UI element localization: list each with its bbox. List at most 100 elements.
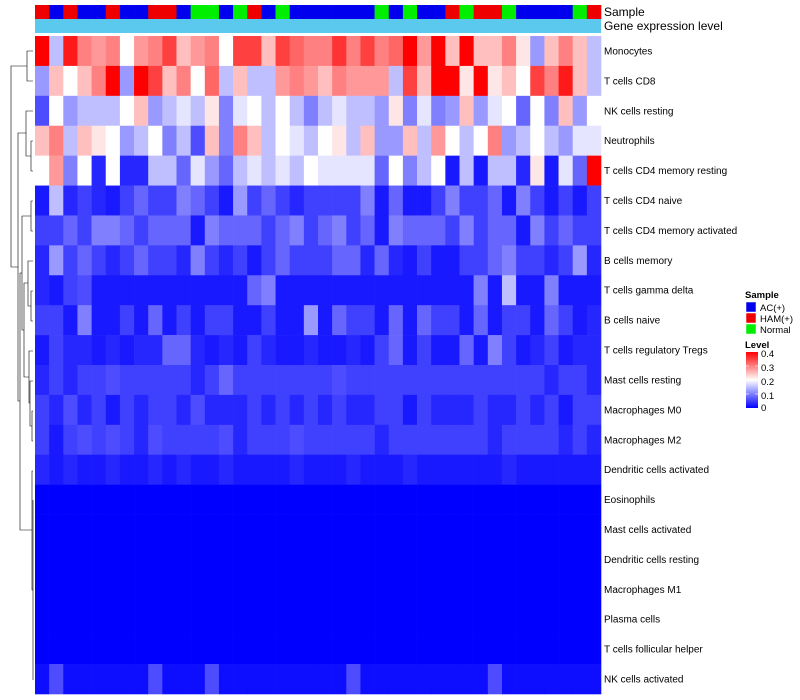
heatmap-cell [558, 454, 573, 485]
heatmap-cell [49, 155, 64, 186]
heatmap-cell [261, 514, 276, 545]
heatmap-cell [261, 36, 276, 67]
heatmap-cell [63, 155, 78, 186]
heatmap-cell [247, 604, 262, 635]
heatmap-cell [572, 394, 588, 426]
heatmap-cells [35, 36, 602, 695]
heatmap-cell [374, 95, 390, 127]
heatmap-cell [445, 245, 460, 276]
heatmap-cell [332, 544, 347, 575]
heatmap-cell [431, 65, 446, 97]
heatmap-cell [501, 65, 517, 97]
heatmap-cell [374, 424, 390, 456]
heatmap-cell [275, 95, 290, 127]
heatmap-cell [303, 664, 319, 695]
heatmap-cell [318, 185, 333, 216]
heatmap-cell [388, 604, 404, 635]
heatmap-cell [91, 394, 107, 426]
heatmap-cell [162, 544, 177, 575]
heatmap-cell [445, 125, 460, 156]
heatmap-cell [544, 305, 559, 336]
heatmap-cell [148, 65, 163, 97]
heatmap-cell [91, 125, 107, 156]
heatmap-cell [162, 514, 177, 545]
heatmap-cell [417, 185, 432, 216]
heatmap-cell [49, 634, 64, 665]
heatmap-cell [176, 544, 191, 575]
heatmap-cell [261, 394, 276, 426]
heatmap-cell [473, 275, 489, 306]
heatmap-cell [445, 36, 460, 67]
sample-cell-ac [530, 5, 545, 19]
heatmap-cell [218, 305, 234, 336]
heatmap-cell [289, 424, 305, 456]
heatmap-cell [148, 394, 163, 426]
heatmap-cell [431, 185, 446, 216]
heatmap-cell [431, 484, 446, 515]
heatmap-cell [402, 125, 418, 156]
heatmap-cell [105, 394, 121, 426]
heatmap-cell [516, 36, 531, 67]
heatmap-cell [516, 95, 531, 127]
heatmap-cell [388, 514, 404, 545]
heatmap-cell [261, 484, 276, 515]
heatmap-cell [247, 215, 262, 246]
heatmap-cell [247, 155, 262, 186]
heatmap-cell [77, 65, 92, 97]
heatmap-cell [77, 365, 92, 396]
heatmap-cell [91, 634, 107, 665]
heatmap-cell [148, 215, 163, 246]
heatmap-cell [105, 544, 121, 575]
heatmap-cell [261, 454, 276, 485]
heatmap-cell [417, 484, 432, 515]
heatmap-cell [445, 95, 460, 127]
heatmap-cell [63, 664, 78, 695]
heatmap-cell [516, 634, 531, 665]
heatmap-cell [558, 335, 573, 366]
sample-cell-ac [303, 5, 319, 19]
heatmap-cell [346, 394, 361, 426]
heatmap-cell [49, 604, 64, 635]
level-tick-label: 0 [761, 403, 766, 414]
heatmap-cell [176, 484, 191, 515]
heatmap-cell [162, 335, 177, 366]
heatmap-cell [289, 604, 305, 635]
heatmap-cell [558, 185, 573, 216]
heatmap-cell [247, 514, 262, 545]
heatmap-cell [586, 155, 602, 186]
heatmap-cell [360, 65, 375, 97]
heatmap-cell [247, 574, 262, 605]
heatmap-cell [204, 514, 220, 545]
heatmap-cell [105, 65, 121, 97]
heatmap-cell [261, 634, 276, 665]
heatmap-cell [49, 574, 64, 605]
heatmap-cell [346, 36, 361, 67]
heatmap-cell [77, 185, 92, 216]
heatmap-cell [190, 65, 206, 97]
heatmap-cell [572, 95, 588, 127]
heatmap-cell [35, 604, 50, 635]
heatmap-cell [134, 394, 149, 426]
heatmap-cell [49, 394, 64, 426]
heatmap-cell [190, 365, 206, 396]
heatmap-cell [586, 365, 602, 396]
heatmap-cell [148, 664, 163, 695]
dendrogram-branch [29, 380, 33, 427]
heatmap-cell [275, 634, 290, 665]
heatmap-cell [501, 275, 517, 306]
sample-cell-normal [572, 5, 588, 19]
heatmap-cell [204, 185, 220, 216]
heatmap-cell [487, 424, 503, 456]
heatmap-cell [501, 305, 517, 336]
heatmap-cell [586, 544, 602, 575]
heatmap-cell [63, 574, 78, 605]
heatmap-cell [558, 275, 573, 306]
heatmap-cell [77, 454, 92, 485]
heatmap-cell [148, 185, 163, 216]
heatmap-cell [431, 664, 446, 695]
heatmap-cell [318, 424, 333, 456]
heatmap-cell [77, 215, 92, 246]
heatmap-cell [176, 365, 191, 396]
heatmap-cell [346, 454, 361, 485]
heatmap-cell [77, 424, 92, 456]
